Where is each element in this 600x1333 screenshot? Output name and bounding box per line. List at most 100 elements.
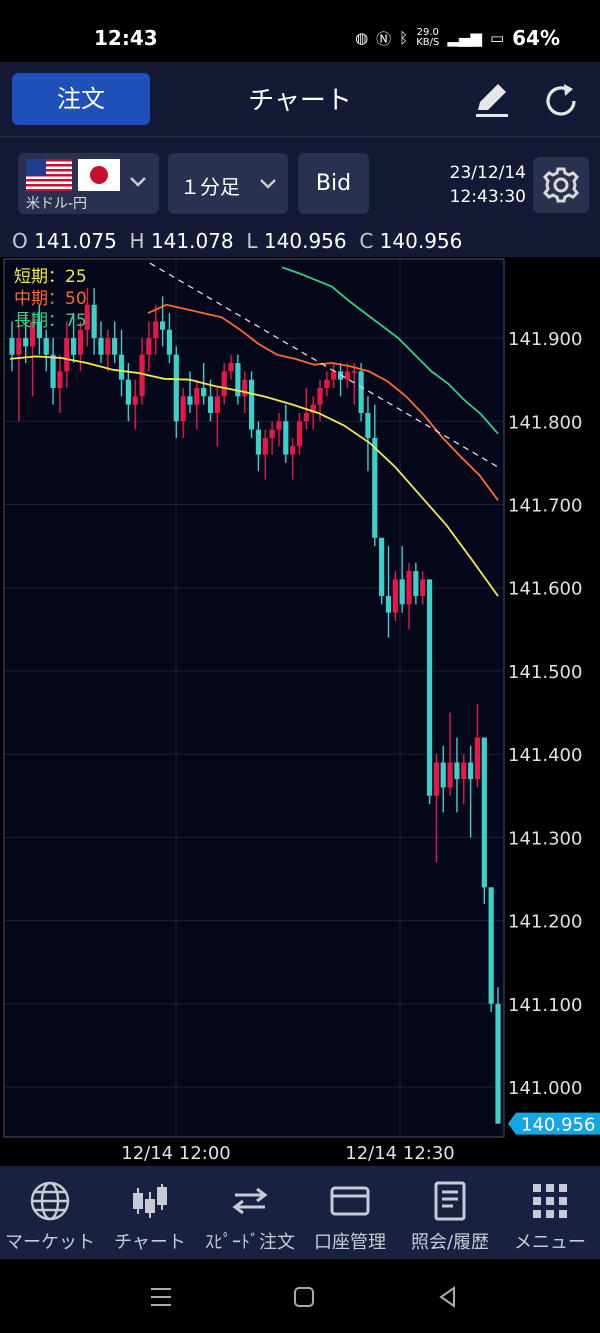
chart-date: 23/12/14 xyxy=(449,163,526,183)
pencil-icon[interactable] xyxy=(472,80,512,120)
candle-body xyxy=(283,421,289,455)
net-speed: 29.0 KB/S xyxy=(416,28,439,48)
chevron-down-icon xyxy=(130,177,146,187)
open-value: 141.075 xyxy=(34,229,117,253)
nav-history[interactable]: 照会/履歴 xyxy=(400,1166,500,1259)
chart-canvas[interactable]: 141.900 141.800 141.700 141.600 141.500 141.4… xyxy=(0,257,600,1167)
refresh-icon[interactable] xyxy=(540,80,582,122)
back-triangle-icon[interactable] xyxy=(436,1285,460,1309)
y-tick-label: 141.500 xyxy=(508,662,582,683)
recents-menu-icon[interactable] xyxy=(148,1285,174,1309)
candle-body xyxy=(488,887,494,1004)
ohlc-readout: O 141.075 H 141.078 L 140.956 C 140.956 xyxy=(12,229,462,253)
legend-mid-ma: 中期：50 xyxy=(14,289,87,309)
candle-body xyxy=(461,762,467,780)
candle-body xyxy=(331,371,337,380)
alarm-icon: ◍ xyxy=(355,29,369,47)
settings-button[interactable] xyxy=(533,157,589,213)
candle-body xyxy=(303,412,309,422)
candle-body xyxy=(91,304,97,339)
nav-market-label: マーケット xyxy=(5,1232,95,1253)
candle-body xyxy=(166,329,173,355)
high-label: H xyxy=(129,229,145,253)
candle-body xyxy=(125,379,131,405)
us-flag-icon xyxy=(26,159,72,191)
bid-ask-toggle[interactable]: Bid xyxy=(298,153,369,214)
candle-body xyxy=(495,1003,501,1124)
low-value: 140.956 xyxy=(263,229,347,253)
grid-menu-icon xyxy=(533,1184,567,1218)
card-icon xyxy=(330,1186,370,1216)
y-tick-label: 141.400 xyxy=(508,745,582,766)
nav-history-label: 照会/履歴 xyxy=(410,1232,490,1253)
open-label: O xyxy=(12,229,28,253)
candle-body xyxy=(392,579,398,613)
candle-body xyxy=(16,338,22,355)
bottom-navigation: マーケット チャート ｽﾋﾟｰﾄﾞ注文 口座管理 xyxy=(0,1166,600,1259)
gear-icon xyxy=(543,167,579,203)
high-value: 141.078 xyxy=(150,229,234,253)
nav-chart[interactable]: チャート xyxy=(100,1166,200,1259)
status-bar: 12:43 ◍ Ⓝ ᛒ 29.0 KB/S ▂▄▆ ▭ 64% xyxy=(0,0,600,62)
candle-body xyxy=(310,404,316,413)
nfc-icon: Ⓝ xyxy=(376,29,392,48)
battery-percent: 64% xyxy=(512,26,560,50)
battery-icon: ▭ xyxy=(489,29,505,47)
candle-body xyxy=(132,396,138,405)
candle-body xyxy=(64,338,70,372)
candle-body xyxy=(159,321,166,330)
candle-body xyxy=(365,412,371,438)
chart-toolbar: 米ドル-円 １分足 Bid 23/12/14 12:43:30 O 141.07… xyxy=(0,137,600,257)
nav-market[interactable]: マーケット xyxy=(0,1166,100,1259)
candle-body xyxy=(351,371,357,373)
candle-body xyxy=(57,371,63,388)
candle-body xyxy=(84,304,90,330)
chart-time: 12:43:30 xyxy=(449,187,526,207)
candle-body xyxy=(248,379,255,430)
system-navigation xyxy=(0,1259,600,1333)
nav-menu-label: メニュー xyxy=(514,1232,586,1253)
order-button[interactable]: 注文 xyxy=(12,73,150,125)
y-tick-label: 141.700 xyxy=(508,496,582,517)
candle-body xyxy=(420,579,426,597)
trendline xyxy=(149,262,499,468)
y-tick-label: 141.300 xyxy=(508,828,582,849)
nav-menu[interactable]: メニュー xyxy=(500,1166,600,1259)
nav-speed-order[interactable]: ｽﾋﾟｰﾄﾞ注文 xyxy=(200,1166,300,1259)
candle-body xyxy=(468,762,474,780)
candle-body xyxy=(399,579,405,605)
candle-body xyxy=(242,379,248,397)
close-label: C xyxy=(359,229,374,253)
close-value: 140.956 xyxy=(379,229,463,253)
bluetooth-icon: ᛒ xyxy=(399,29,409,47)
candle-body xyxy=(201,387,207,397)
candle-body xyxy=(153,321,159,339)
candle-body xyxy=(385,596,392,613)
candle-body xyxy=(474,737,481,780)
candle-body xyxy=(433,762,439,796)
candle-body xyxy=(214,396,220,413)
candle-body xyxy=(194,387,200,405)
globe-icon xyxy=(30,1181,70,1221)
candle-body xyxy=(50,354,56,388)
candle-body xyxy=(317,387,323,405)
candle-body xyxy=(173,354,179,422)
timeframe-selector[interactable]: １分足 xyxy=(168,153,288,214)
candle-body xyxy=(324,379,330,388)
candlestick-chart[interactable]: 141.900 141.800 141.700 141.600 141.500 141.4… xyxy=(0,257,600,1167)
legend-long-ma: 長期：75 xyxy=(14,311,87,331)
currency-pair-selector[interactable]: 米ドル-円 xyxy=(18,153,159,214)
candle-body xyxy=(262,437,268,455)
candle-body xyxy=(440,762,446,788)
chevron-down-icon xyxy=(260,179,276,189)
candle-body xyxy=(146,338,152,355)
home-square-icon[interactable] xyxy=(292,1285,316,1309)
y-tick-label: 141.800 xyxy=(508,412,582,433)
candle-body xyxy=(413,571,419,597)
nav-account[interactable]: 口座管理 xyxy=(300,1166,400,1259)
candle-body xyxy=(112,338,118,355)
candle-body xyxy=(139,354,145,397)
candle-body xyxy=(290,446,296,455)
document-icon xyxy=(434,1181,466,1221)
y-tick-label: 141.100 xyxy=(508,995,582,1016)
